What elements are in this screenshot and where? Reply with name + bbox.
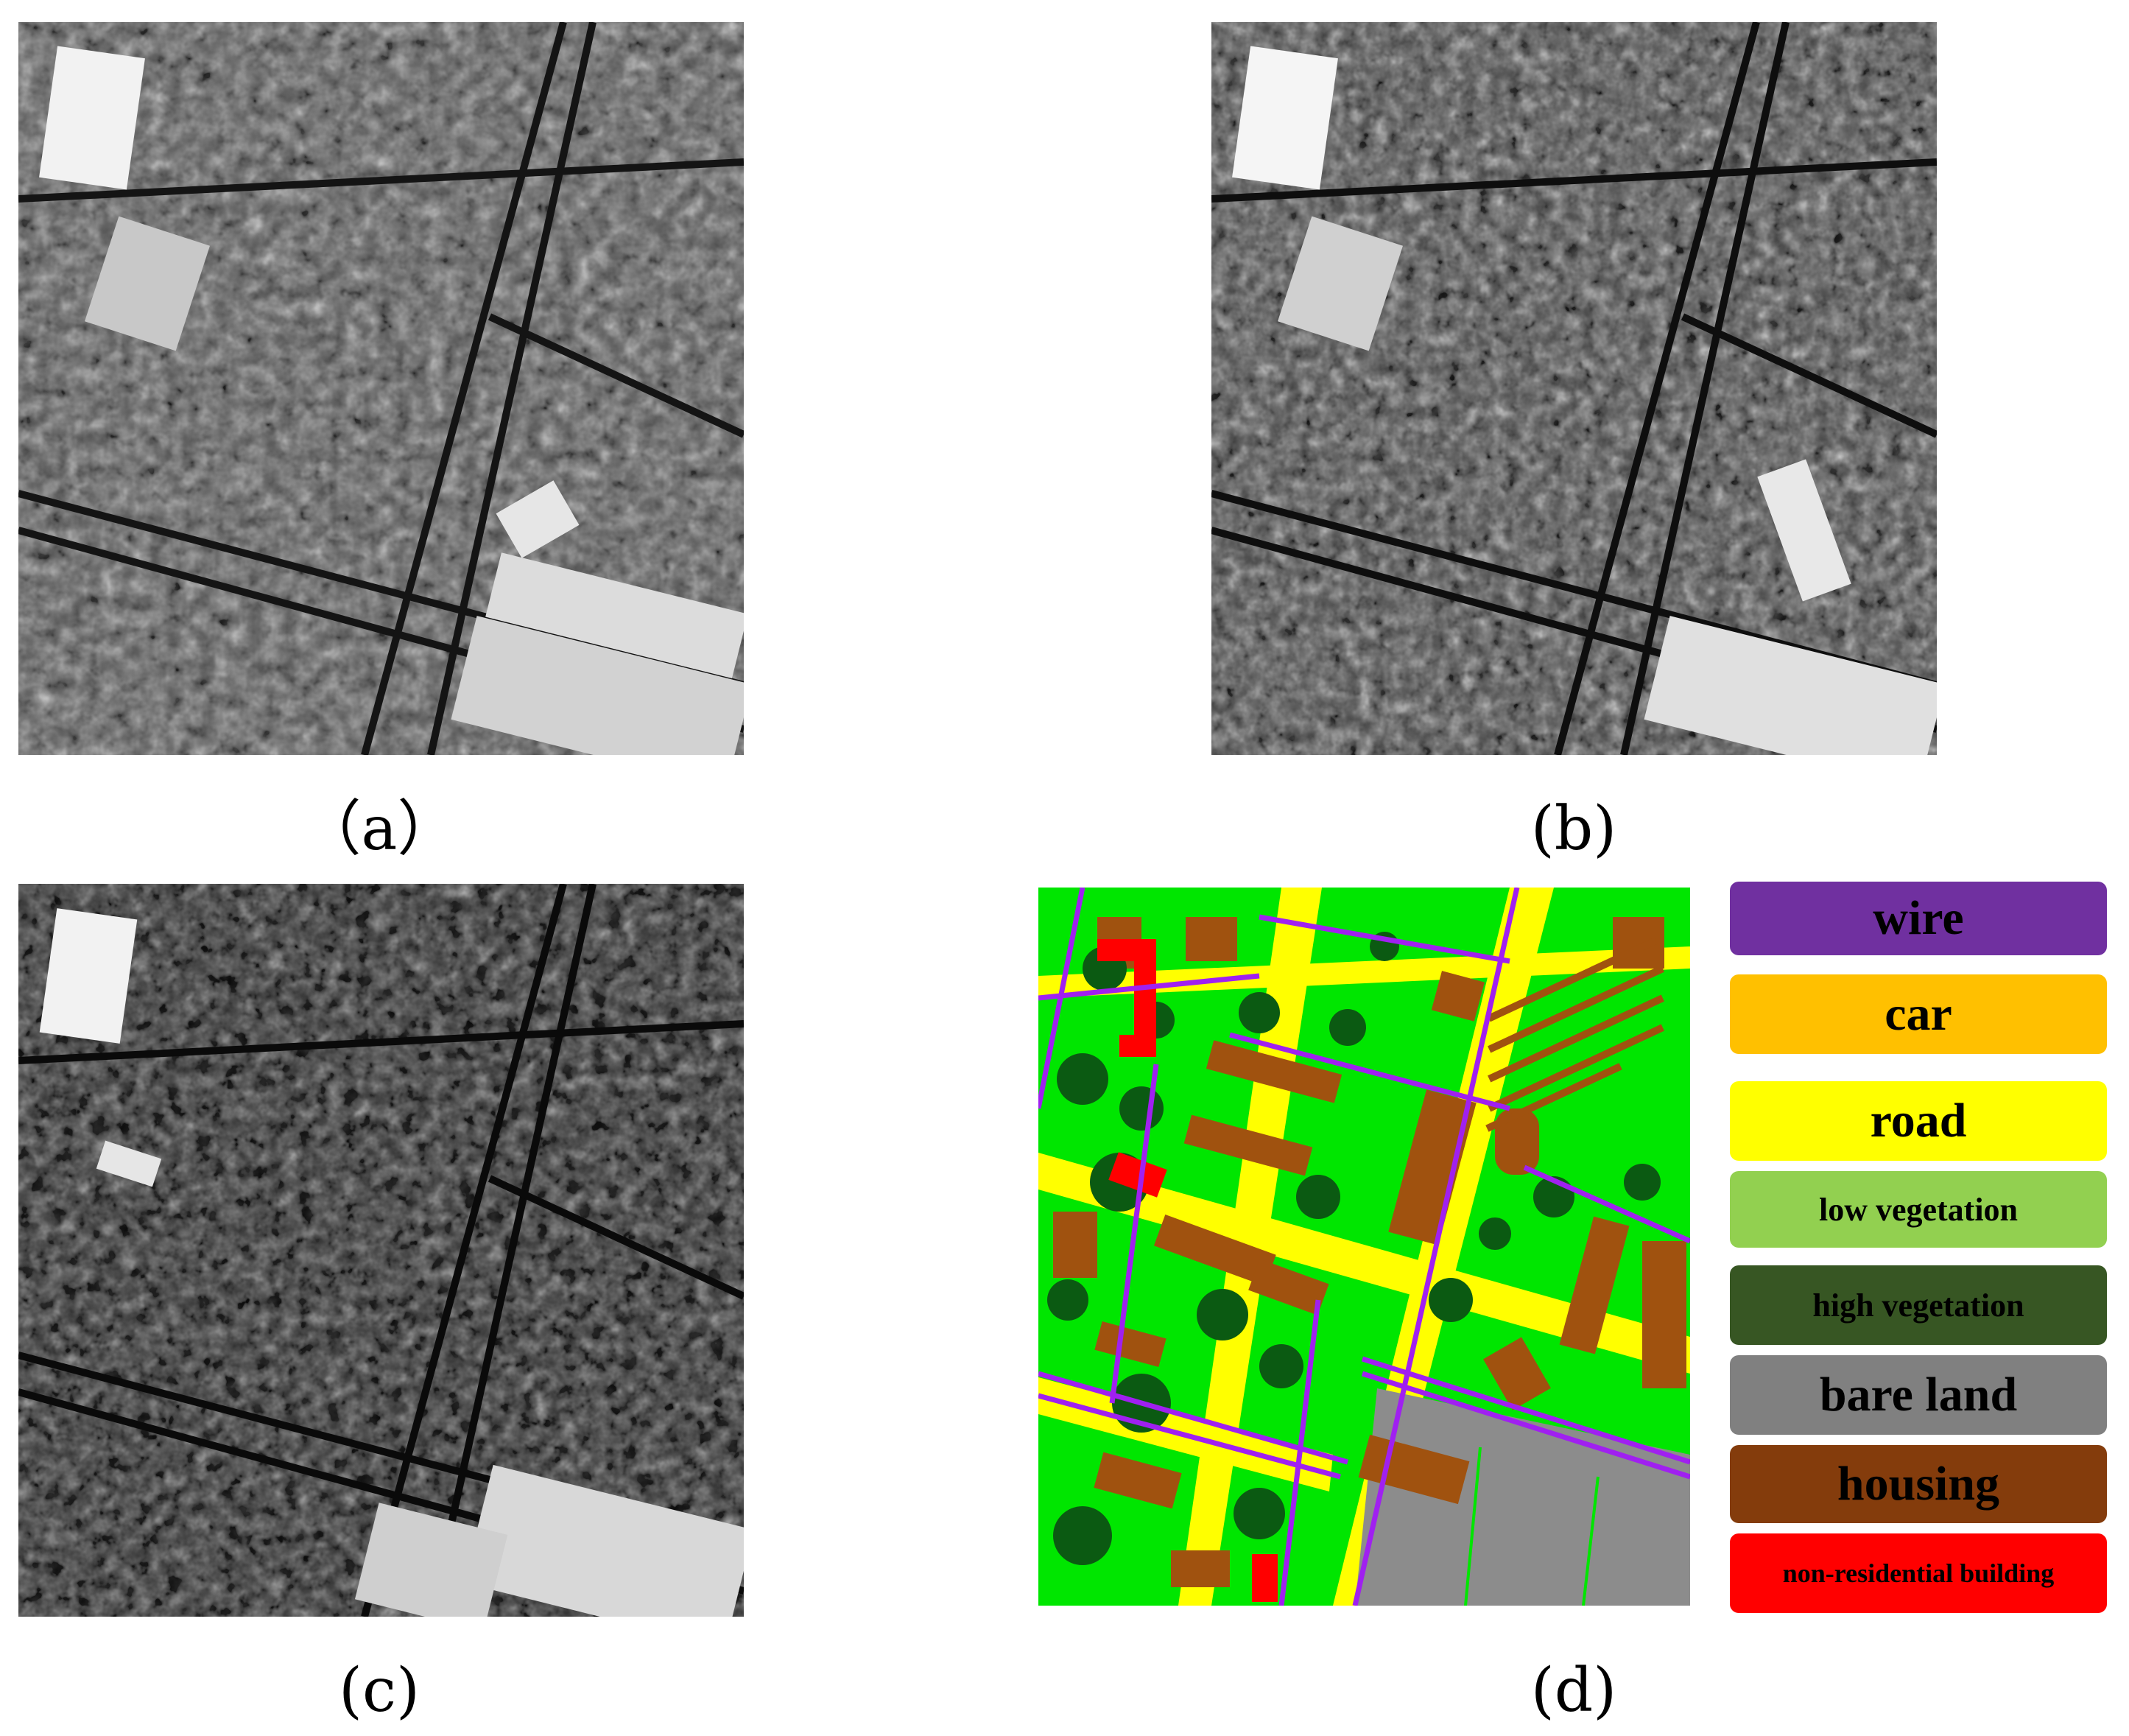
caption-c: (c) — [339, 1656, 420, 1726]
legend-item-low-vegetation: low vegetation — [1730, 1171, 2107, 1248]
aerial-image-b — [1211, 22, 1937, 755]
legend-label-low-vegetation: low vegetation — [1818, 1191, 2019, 1228]
caption-b: (b) — [1530, 794, 1617, 864]
legend-label-road: road — [1870, 1094, 1967, 1148]
image-c-grayscale-aerial — [18, 884, 744, 1617]
legend-label-housing: housing — [1837, 1457, 2000, 1511]
classification-map — [1038, 888, 1690, 1606]
image-a-grayscale-aerial — [18, 22, 744, 755]
image-b-grayscale-aerial — [1211, 22, 1937, 755]
legend-item-wire: wire — [1730, 882, 2107, 955]
legend-label-wire: wire — [1873, 891, 1964, 945]
caption-d: (d) — [1530, 1656, 1617, 1726]
legend-item-housing: housing — [1730, 1445, 2107, 1523]
legend-label-non-residential-building: non-residential building — [1782, 1558, 2055, 1588]
legend-label-high-vegetation: high vegetation — [1812, 1287, 2024, 1324]
caption-a: （a） — [300, 794, 458, 864]
legend-item-non-residential-building: non-residential building — [1730, 1533, 2107, 1613]
legend-label-bare-land: bare land — [1819, 1368, 2018, 1422]
aerial-image-a — [18, 22, 744, 755]
legend-item-car: car — [1730, 974, 2107, 1054]
aerial-image-c — [18, 884, 744, 1617]
legend-item-road: road — [1730, 1081, 2107, 1161]
classification-map-d — [1038, 888, 1690, 1606]
legend-item-high-vegetation: high vegetation — [1730, 1265, 2107, 1345]
legend-item-bare-land: bare land — [1730, 1355, 2107, 1435]
legend-label-car: car — [1885, 987, 1952, 1041]
